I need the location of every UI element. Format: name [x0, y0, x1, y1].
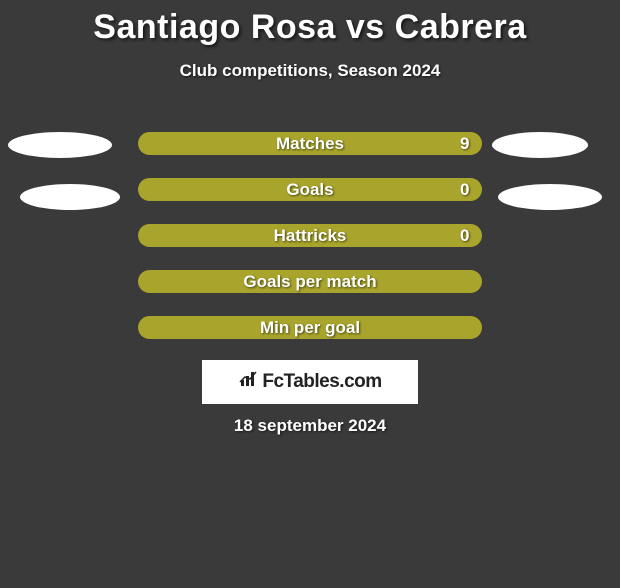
subtitle: Club competitions, Season 2024	[0, 61, 620, 81]
logo: FcTables.com	[238, 370, 381, 394]
stat-bars: Matches9 Goals0 Hattricks0 Goals per match M…	[0, 132, 620, 362]
logo-box: FcTables.com	[202, 360, 418, 404]
stat-row: Min per goal	[0, 316, 620, 342]
stat-bar	[138, 132, 482, 155]
stat-row: Hattricks0	[0, 224, 620, 250]
page-title: Santiago Rosa vs Cabrera	[0, 8, 620, 47]
stat-row: Matches9	[0, 132, 620, 158]
stat-row: Goals per match	[0, 270, 620, 296]
stat-row: Goals0	[0, 178, 620, 204]
stat-bar	[138, 270, 482, 293]
stat-bar	[138, 316, 482, 339]
date-text: 18 september 2024	[0, 416, 620, 436]
stat-bar	[138, 178, 482, 201]
stat-value: 0	[460, 224, 469, 247]
stat-value: 0	[460, 178, 469, 201]
logo-text: FcTables.com	[262, 371, 381, 393]
stat-bar	[138, 224, 482, 247]
chart-icon	[238, 370, 260, 394]
stat-value: 9	[460, 132, 469, 155]
